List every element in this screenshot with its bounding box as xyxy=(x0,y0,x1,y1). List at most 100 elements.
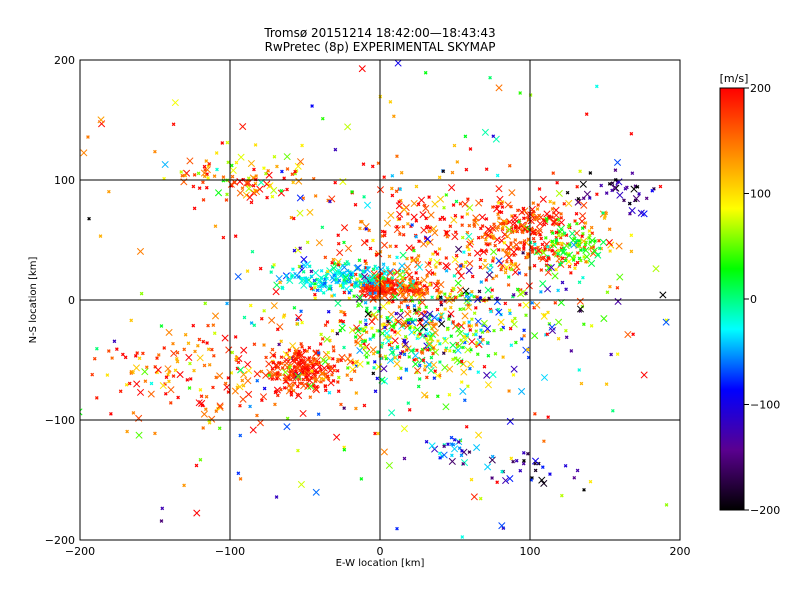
scatter-point xyxy=(165,328,173,336)
scatter-point xyxy=(521,450,526,455)
scatter-point xyxy=(259,393,268,401)
scatter-point xyxy=(577,368,582,372)
scatter-point xyxy=(477,289,482,294)
scatter-point xyxy=(272,353,277,358)
scatter-point xyxy=(445,234,450,239)
scatter-point xyxy=(380,288,385,293)
scatter-point xyxy=(343,261,348,266)
scatter-point xyxy=(454,268,462,276)
scatter-point xyxy=(334,280,339,285)
scatter-point xyxy=(509,241,513,245)
scatter-point xyxy=(408,277,412,281)
scatter-point xyxy=(131,411,136,415)
scatter-point xyxy=(252,323,257,328)
scatter-point xyxy=(405,221,410,226)
scatter-point xyxy=(278,372,282,377)
scatter-point xyxy=(335,331,340,336)
scatter-point xyxy=(334,299,342,307)
scatter-point xyxy=(415,336,420,341)
scatter-point xyxy=(304,280,309,284)
scatter-point xyxy=(459,380,464,384)
scatter-point xyxy=(629,131,634,136)
scatter-point xyxy=(583,242,588,247)
scatter-point xyxy=(487,296,492,301)
scatter-point xyxy=(320,372,325,376)
y-tick-label: −200 xyxy=(45,534,75,547)
scatter-point xyxy=(556,217,561,222)
scatter-point xyxy=(211,323,216,328)
scatter-point xyxy=(397,355,402,359)
scatter-point xyxy=(342,345,346,350)
scatter-point xyxy=(442,217,447,221)
scatter-point xyxy=(306,208,314,216)
scatter-point xyxy=(435,394,440,399)
scatter-point xyxy=(535,228,543,237)
scatter-point xyxy=(430,295,434,300)
x-tick-label: 0 xyxy=(377,545,384,558)
y-tick-label: 100 xyxy=(54,174,75,187)
scatter-point xyxy=(436,195,445,203)
scatter-point xyxy=(555,255,563,263)
scatter-point xyxy=(123,355,128,360)
scatter-point xyxy=(303,276,308,281)
scatter-point xyxy=(473,444,481,452)
scatter-point xyxy=(500,469,504,474)
scatter-point xyxy=(462,334,467,339)
scatter-point xyxy=(430,323,438,331)
scatter-point xyxy=(179,170,184,174)
scatter-point xyxy=(425,340,434,348)
scatter-point xyxy=(265,195,269,200)
scatter-point xyxy=(406,401,411,405)
scatter-point xyxy=(481,262,489,270)
scatter-point xyxy=(196,354,204,362)
scatter-point xyxy=(292,352,297,356)
scatter-point xyxy=(414,271,419,275)
scatter-point xyxy=(506,283,511,287)
scatter-point xyxy=(428,362,432,367)
scatter-point xyxy=(543,236,548,240)
scatter-point xyxy=(616,273,624,281)
scatter-point xyxy=(368,291,372,296)
scatter-point xyxy=(398,187,403,191)
scatter-point xyxy=(348,326,356,334)
scatter-point xyxy=(428,442,436,450)
scatter-point xyxy=(438,217,443,222)
scatter-point xyxy=(340,224,349,232)
scatter-point xyxy=(501,526,506,531)
scatter-point xyxy=(468,366,472,371)
scatter-point xyxy=(550,207,555,211)
scatter-point xyxy=(338,328,343,333)
scatter-point xyxy=(470,274,475,279)
scatter-point xyxy=(554,267,558,272)
scatter-point xyxy=(446,365,454,373)
scatter-point xyxy=(328,199,332,204)
scatter-point xyxy=(540,256,545,261)
scatter-point xyxy=(272,288,280,296)
scatter-point xyxy=(395,224,399,229)
scatter-point xyxy=(435,307,440,312)
scatter-point xyxy=(192,368,196,373)
scatter-point xyxy=(362,403,367,408)
scatter-point xyxy=(470,289,474,294)
scatter-point xyxy=(405,244,413,252)
scatter-point xyxy=(506,474,514,483)
scatter-point xyxy=(167,386,175,394)
scatter-point xyxy=(97,116,105,124)
scatter-point xyxy=(537,187,542,191)
scatter-point xyxy=(446,317,451,321)
scatter-point xyxy=(334,277,339,282)
scatter-point xyxy=(239,582,242,585)
scatter-point xyxy=(480,248,488,256)
scatter-point xyxy=(496,201,501,205)
scatter-point xyxy=(417,196,426,204)
scatter-point xyxy=(421,358,426,363)
scatter-point xyxy=(601,211,605,215)
scatter-point xyxy=(379,303,387,311)
scatter-point xyxy=(455,245,463,253)
scatter-point xyxy=(518,468,523,473)
scatter-point xyxy=(476,235,481,240)
scatter-point xyxy=(499,201,504,206)
scatter-point xyxy=(426,238,434,246)
scatter-point xyxy=(355,295,363,303)
scatter-point xyxy=(201,339,206,344)
